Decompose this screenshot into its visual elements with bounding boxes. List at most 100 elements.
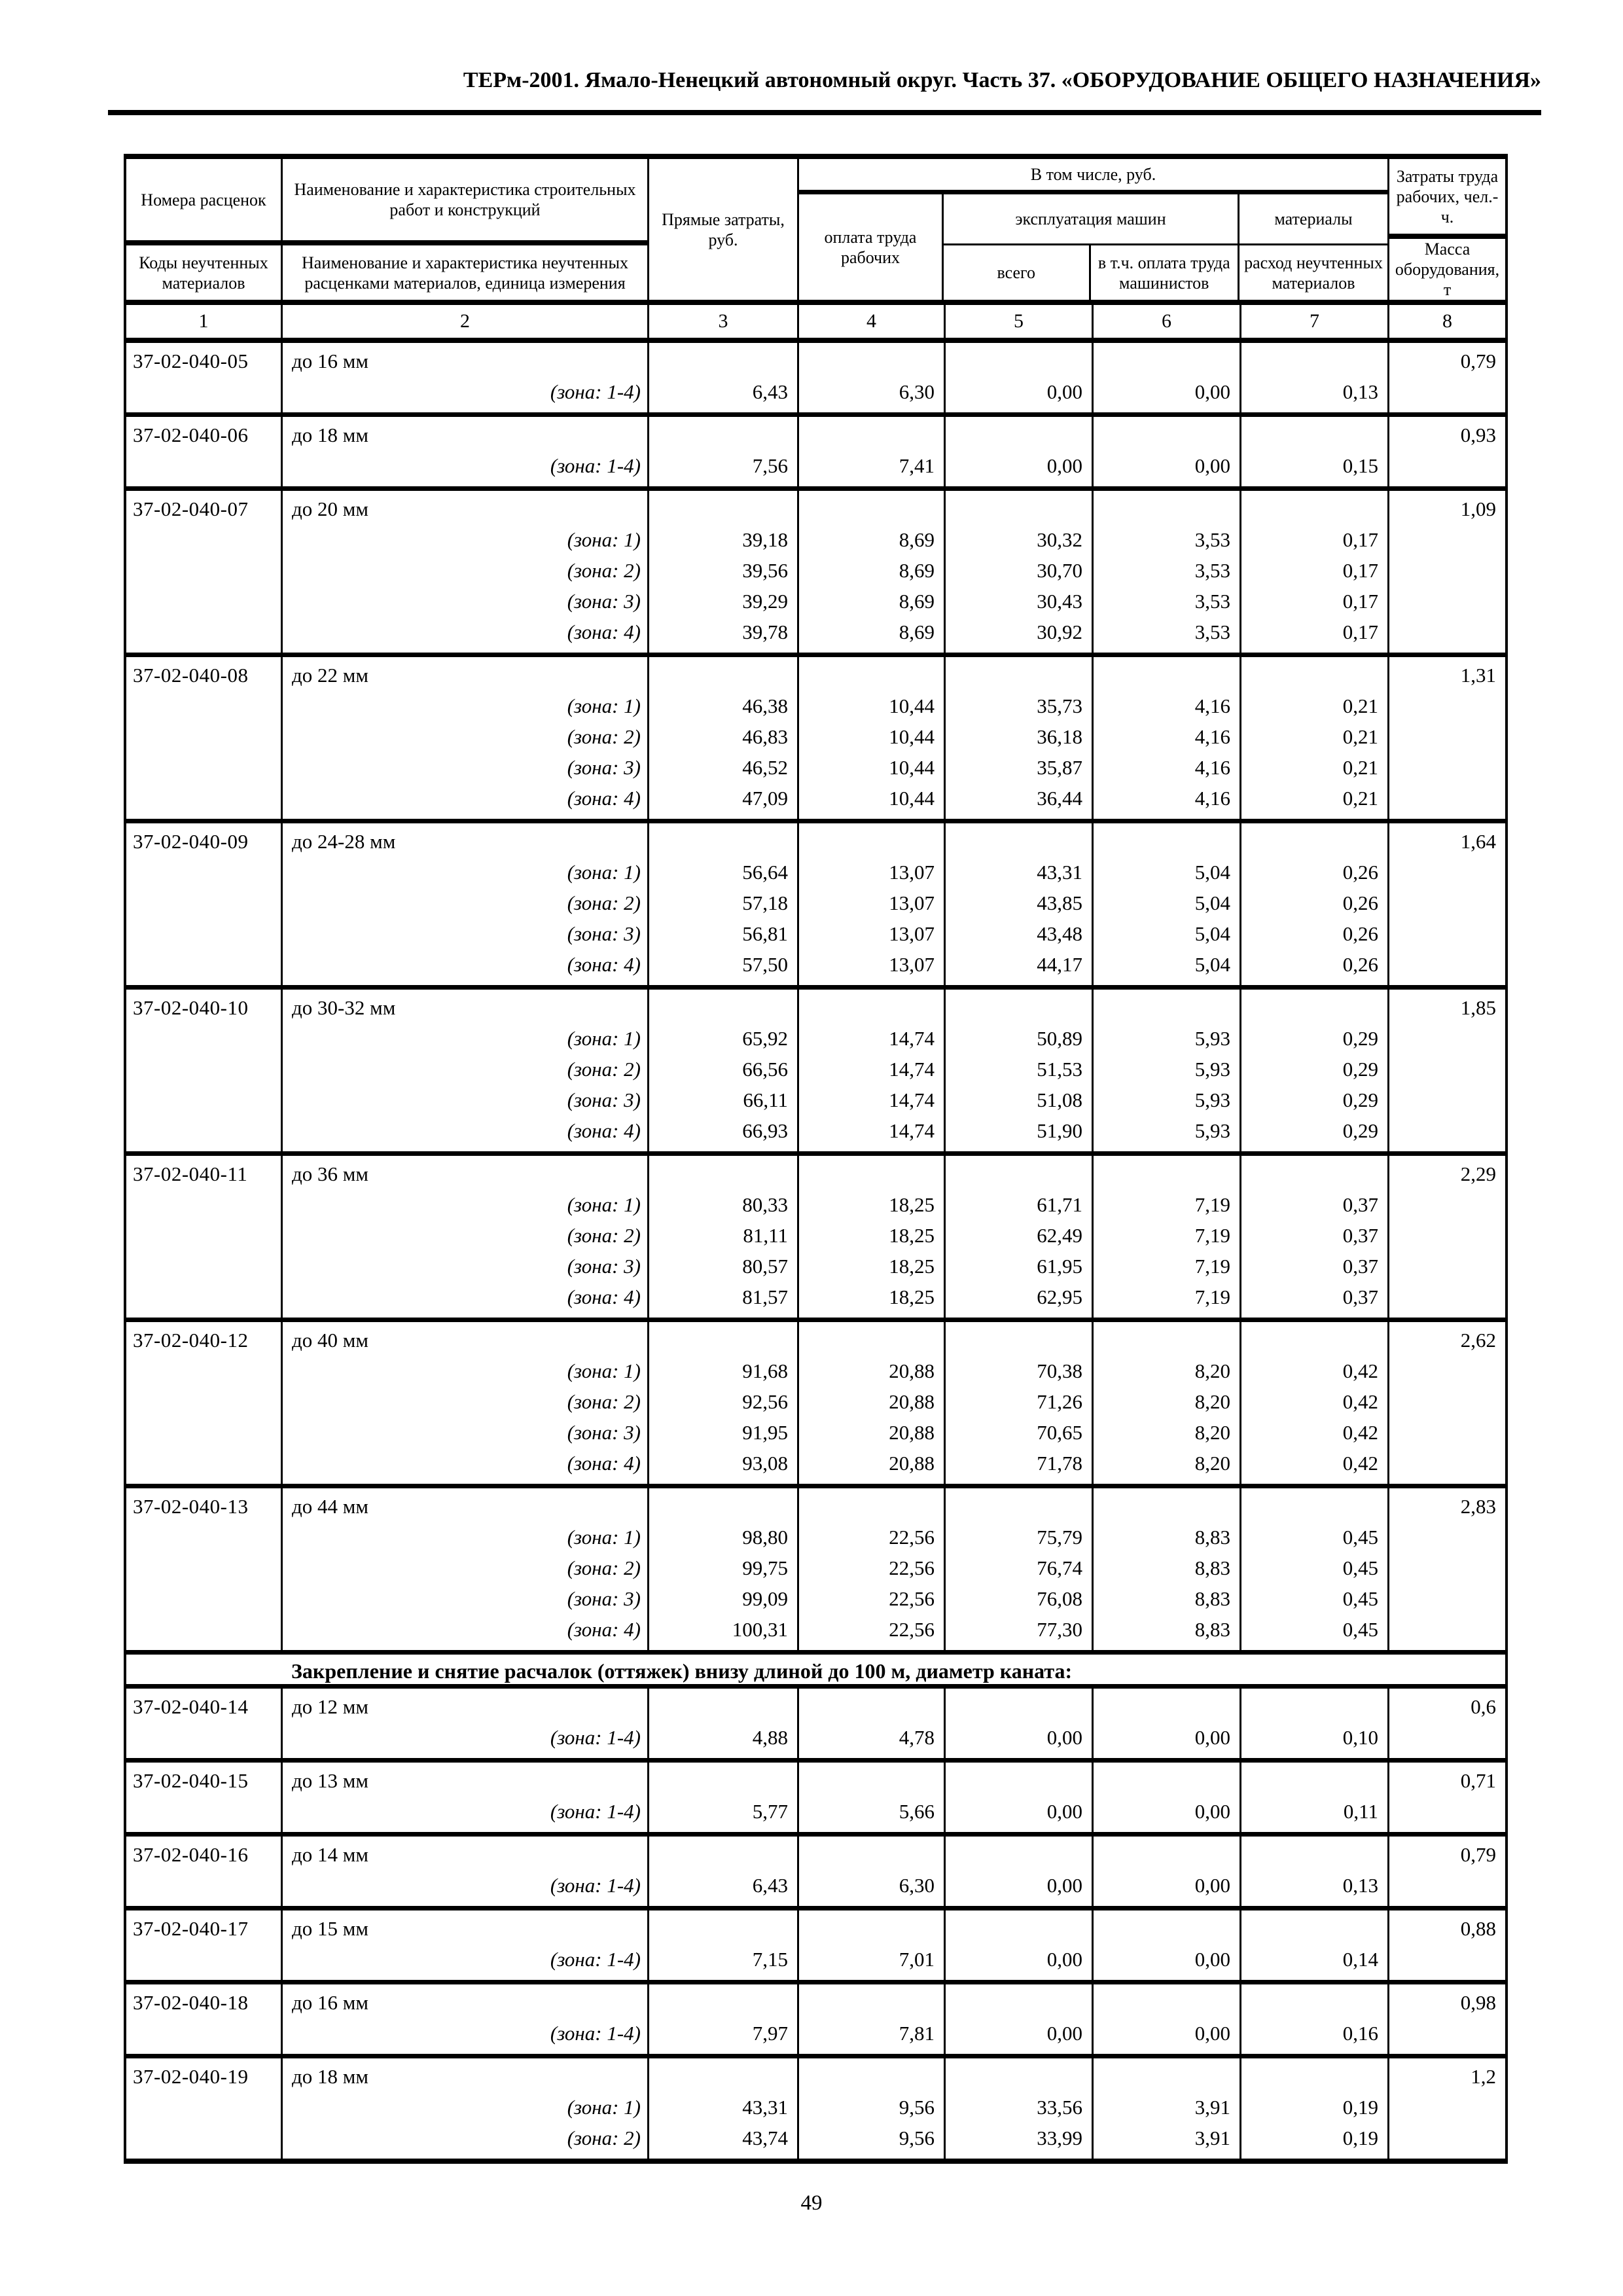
rate-row: 37-02-040-16 до 14 мм (зона: 1-4) 6,43 6,3… [126, 1832, 1505, 1906]
machinists-pay-value-cell: 0,00 [1094, 343, 1241, 412]
spacer [649, 1325, 797, 1355]
spacer [1094, 1491, 1240, 1522]
work-description: до 36 мм [292, 1162, 369, 1185]
workers-pay-value: 8,69 [899, 528, 935, 551]
machines-total-value: 0,00 [1046, 2022, 1082, 2045]
rate-code: 37-02-040-17 [133, 1917, 249, 1940]
direct-costs-value-cell: 6,43 [649, 1837, 799, 1906]
workers-pay-value: 18,25 [889, 1224, 935, 1247]
spacer [946, 493, 1092, 524]
zone-label: (зона: 2) [567, 891, 641, 914]
materials-consumption-value-cell: 0,21 0,21 0,21 0,21 [1241, 657, 1389, 819]
materials-consumption-value: 0,26 [1342, 953, 1378, 976]
description-cell: до 40 мм (зона: 1) (зона: 2) (зона: 3) (зона… [283, 1322, 649, 1484]
spacer [1094, 493, 1240, 524]
materials-consumption-value: 0,21 [1342, 694, 1378, 717]
direct-costs-value: 46,83 [742, 725, 788, 748]
direct-costs-value-cell: 65,92 66,56 66,11 66,93 [649, 990, 799, 1151]
machinists-pay-value: 3,53 [1194, 620, 1230, 643]
header-work-description: Наименование и характеристика строительн… [283, 159, 647, 245]
rate-code-cell: 37-02-040-08 [126, 657, 283, 819]
work-description: до 20 мм [292, 497, 369, 520]
spacer [799, 346, 944, 376]
rate-code: 37-02-040-07 [133, 497, 249, 520]
machinists-pay-value: 0,00 [1194, 454, 1230, 477]
workers-pay-value: 13,07 [889, 891, 935, 914]
spacer [1241, 826, 1387, 857]
direct-costs-value-cell: 7,15 [649, 1910, 799, 1980]
direct-costs-value: 43,74 [742, 2126, 788, 2149]
materials-consumption-value-cell: 0,14 [1241, 1910, 1389, 1980]
rate-code: 37-02-040-15 [133, 1769, 249, 1792]
machines-total-value: 0,00 [1046, 1948, 1082, 1971]
zone-label: (зона: 2) [567, 1556, 641, 1579]
machinists-pay-value: 3,53 [1194, 528, 1230, 551]
equipment-mass-value: 1,31 [1460, 664, 1496, 687]
zone-label: (зона: 1) [567, 1359, 641, 1382]
equipment-mass-cell: 0,88 [1389, 1910, 1505, 1980]
header-unaccounted-codes: Коды неучтенных материалов [139, 253, 268, 293]
workers-pay-value: 8,69 [899, 559, 935, 582]
zone-label: (зона: 1-4) [550, 454, 641, 477]
zone-label: (зона: 1) [567, 1526, 641, 1549]
column-number: 7 [1241, 305, 1389, 338]
zone-label: (зона: 1-4) [550, 1800, 641, 1823]
rate-code: 37-02-040-14 [133, 1695, 249, 1718]
rate-code-cell: 37-02-040-14 [126, 1689, 283, 1758]
zone-label: (зона: 2) [567, 559, 641, 582]
machinists-pay-value: 8,20 [1194, 1390, 1230, 1413]
machines-total-value: 30,70 [1037, 559, 1082, 582]
rate-row: 37-02-040-09 до 24-28 мм (зона: 1) (зона: 2… [126, 819, 1505, 985]
workers-pay-value: 14,74 [889, 1058, 935, 1081]
rate-code: 37-02-040-05 [133, 350, 249, 372]
zone-label: (зона: 3) [567, 590, 641, 613]
spacer [1094, 1765, 1240, 1796]
spacer [799, 1765, 944, 1796]
rate-code: 37-02-040-08 [133, 664, 249, 687]
work-description: до 12 мм [292, 1695, 369, 1718]
description-cell: до 13 мм (зона: 1-4) [283, 1763, 649, 1832]
rate-code-cell: 37-02-040-09 [126, 823, 283, 985]
machinists-pay-value: 8,83 [1194, 1618, 1230, 1641]
zone-label: (зона: 1) [567, 2096, 641, 2119]
materials-consumption-value-cell: 0,29 0,29 0,29 0,29 [1241, 990, 1389, 1151]
machines-total-value: 35,87 [1037, 756, 1082, 779]
rate-code: 37-02-040-18 [133, 1991, 249, 2014]
machinists-pay-value: 5,93 [1194, 1027, 1230, 1050]
direct-costs-value: 56,64 [742, 861, 788, 884]
rate-row: 37-02-040-11 до 36 мм (зона: 1) (зона: 2) (з… [126, 1151, 1505, 1318]
direct-costs-value: 92,56 [742, 1390, 788, 1413]
workers-pay-value: 22,56 [889, 1526, 935, 1549]
workers-pay-value-cell: 8,69 8,69 8,69 8,69 [799, 491, 946, 653]
rate-row: 37-02-040-10 до 30-32 мм (зона: 1) (зона: 2… [126, 985, 1505, 1151]
machinists-pay-value-cell: 0,00 [1094, 1763, 1241, 1832]
page-number: 49 [800, 2191, 823, 2215]
machinists-pay-value: 8,20 [1194, 1421, 1230, 1444]
equipment-mass-cell: 1,09 [1389, 491, 1505, 653]
spacer [799, 1691, 944, 1722]
rate-code: 37-02-040-13 [133, 1495, 249, 1518]
equipment-mass-value: 0,88 [1460, 1917, 1496, 1940]
spacer [649, 1839, 797, 1870]
description-cell: до 22 мм (зона: 1) (зона: 2) (зона: 3) (зона… [283, 657, 649, 819]
work-description: до 30-32 мм [292, 996, 396, 1019]
column-number: 1 [126, 305, 283, 338]
rate-code: 37-02-040-11 [133, 1162, 248, 1185]
table-header: Номера расценок Коды неучтенных материал… [126, 159, 1505, 305]
materials-consumption-value: 0,11 [1343, 1800, 1378, 1823]
materials-consumption-value-cell: 0,13 [1241, 1837, 1389, 1906]
machinists-pay-value-cell: 0,00 [1094, 1837, 1241, 1906]
equipment-mass-cell: 0,79 [1389, 343, 1505, 412]
machines-total-value: 36,44 [1037, 787, 1082, 810]
rate-row: 37-02-040-19 до 18 мм (зона: 1) (зона: 2) 4… [126, 2054, 1505, 2159]
materials-consumption-value-cell: 0,17 0,17 0,17 0,17 [1241, 491, 1389, 653]
zone-label: (зона: 2) [567, 2126, 641, 2149]
spacer [1241, 1987, 1387, 2018]
workers-pay-value: 14,74 [889, 1119, 935, 1142]
equipment-mass-value: 2,62 [1460, 1329, 1496, 1352]
spacer [1241, 420, 1387, 450]
description-cell: до 16 мм (зона: 1-4) [283, 1984, 649, 2054]
column-number: 5 [946, 305, 1094, 338]
machinists-pay-value-cell: 8,83 8,83 8,83 8,83 [1094, 1488, 1241, 1650]
rate-code-cell: 37-02-040-15 [126, 1763, 283, 1832]
